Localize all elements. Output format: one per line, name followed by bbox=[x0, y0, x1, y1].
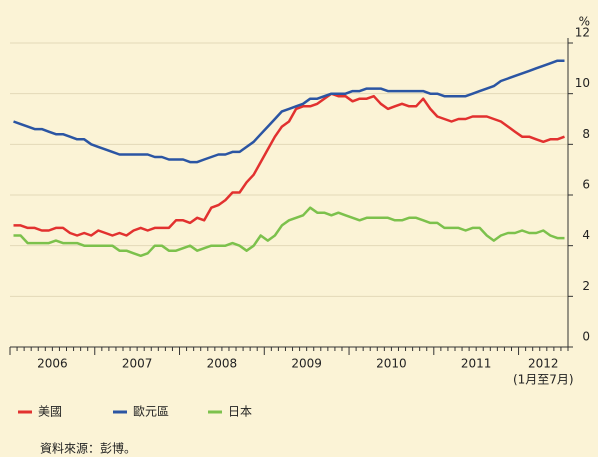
y-tick-label: 12 bbox=[575, 26, 590, 40]
series-line bbox=[13, 206, 565, 258]
y-tick-label: 0 bbox=[582, 330, 590, 344]
x-tick-label: 2012 bbox=[528, 357, 559, 371]
series-line bbox=[13, 59, 565, 164]
y-tick-label: 4 bbox=[582, 228, 590, 242]
series-line bbox=[13, 92, 565, 237]
x-tick-label: 2011 bbox=[461, 357, 492, 371]
x-tick-label: 2006 bbox=[37, 357, 68, 371]
y-tick-label: 8 bbox=[582, 127, 590, 141]
x-tick-label: 2007 bbox=[122, 357, 153, 371]
y-unit: % bbox=[579, 15, 590, 29]
y-tick-label: 2 bbox=[582, 279, 590, 293]
x-tick-label: 2009 bbox=[291, 357, 322, 371]
legend-label: 歐元區 bbox=[133, 404, 169, 419]
source-note: 資料來源：彭博。 bbox=[40, 441, 136, 456]
legend-label: 日本 bbox=[228, 405, 252, 419]
x-tick-label: 2008 bbox=[207, 357, 238, 371]
legend-label: 美國 bbox=[38, 405, 62, 419]
x-tick-label: 2010 bbox=[376, 357, 407, 371]
x-tick-note: (1月至7月) bbox=[513, 373, 574, 387]
y-tick-label: 10 bbox=[575, 76, 590, 90]
y-tick-label: 6 bbox=[582, 178, 590, 192]
